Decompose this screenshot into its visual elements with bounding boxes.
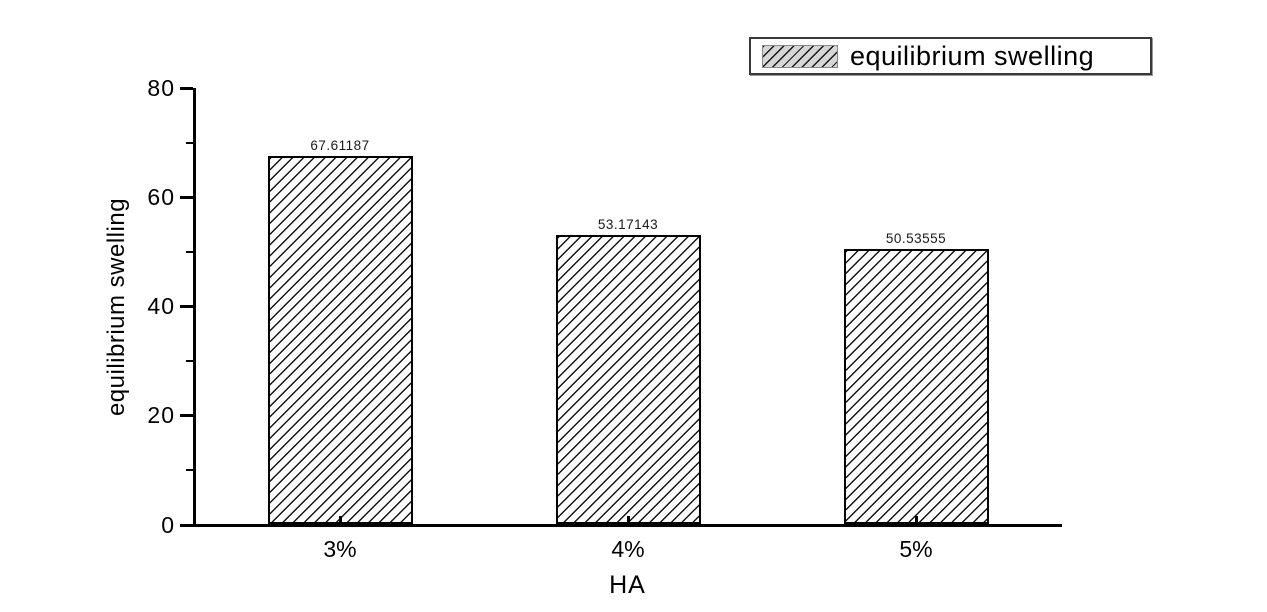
bar <box>555 234 701 524</box>
bar <box>843 248 989 524</box>
bar-value-label: 67.61187 <box>310 137 370 153</box>
legend-label: equilibrium swelling <box>850 40 1095 71</box>
y-major-tick <box>180 195 193 199</box>
y-tick-label: 80 <box>147 74 175 101</box>
y-minor-tick <box>186 469 193 472</box>
x-tick <box>626 516 630 525</box>
x-axis-line <box>181 524 1062 527</box>
y-major-tick <box>180 305 193 308</box>
y-tick-label: 60 <box>147 183 175 210</box>
y-minor-tick <box>186 141 193 144</box>
bar-value-label: 50.53555 <box>885 230 947 246</box>
y-minor-tick <box>186 250 193 253</box>
legend-hatch-swatch-icon <box>762 44 838 68</box>
y-major-tick <box>180 523 193 527</box>
x-tick <box>338 516 342 525</box>
y-axis-line <box>193 88 196 527</box>
legend: equilibrium swelling <box>749 37 1152 75</box>
y-major-tick <box>180 86 193 90</box>
x-category-label: 4% <box>611 536 645 562</box>
x-axis-title: HA <box>609 571 646 599</box>
x-tick <box>914 516 918 525</box>
x-category-label: 3% <box>323 536 357 562</box>
y-tick-label: 0 <box>161 511 175 538</box>
y-minor-tick <box>186 360 193 363</box>
y-major-tick <box>180 414 193 418</box>
y-tick-label: 20 <box>147 402 175 429</box>
y-tick-label: 40 <box>147 293 175 319</box>
bar <box>267 155 413 524</box>
bar-value-label: 53.17143 <box>597 216 659 232</box>
x-category-label: 5% <box>899 536 933 562</box>
